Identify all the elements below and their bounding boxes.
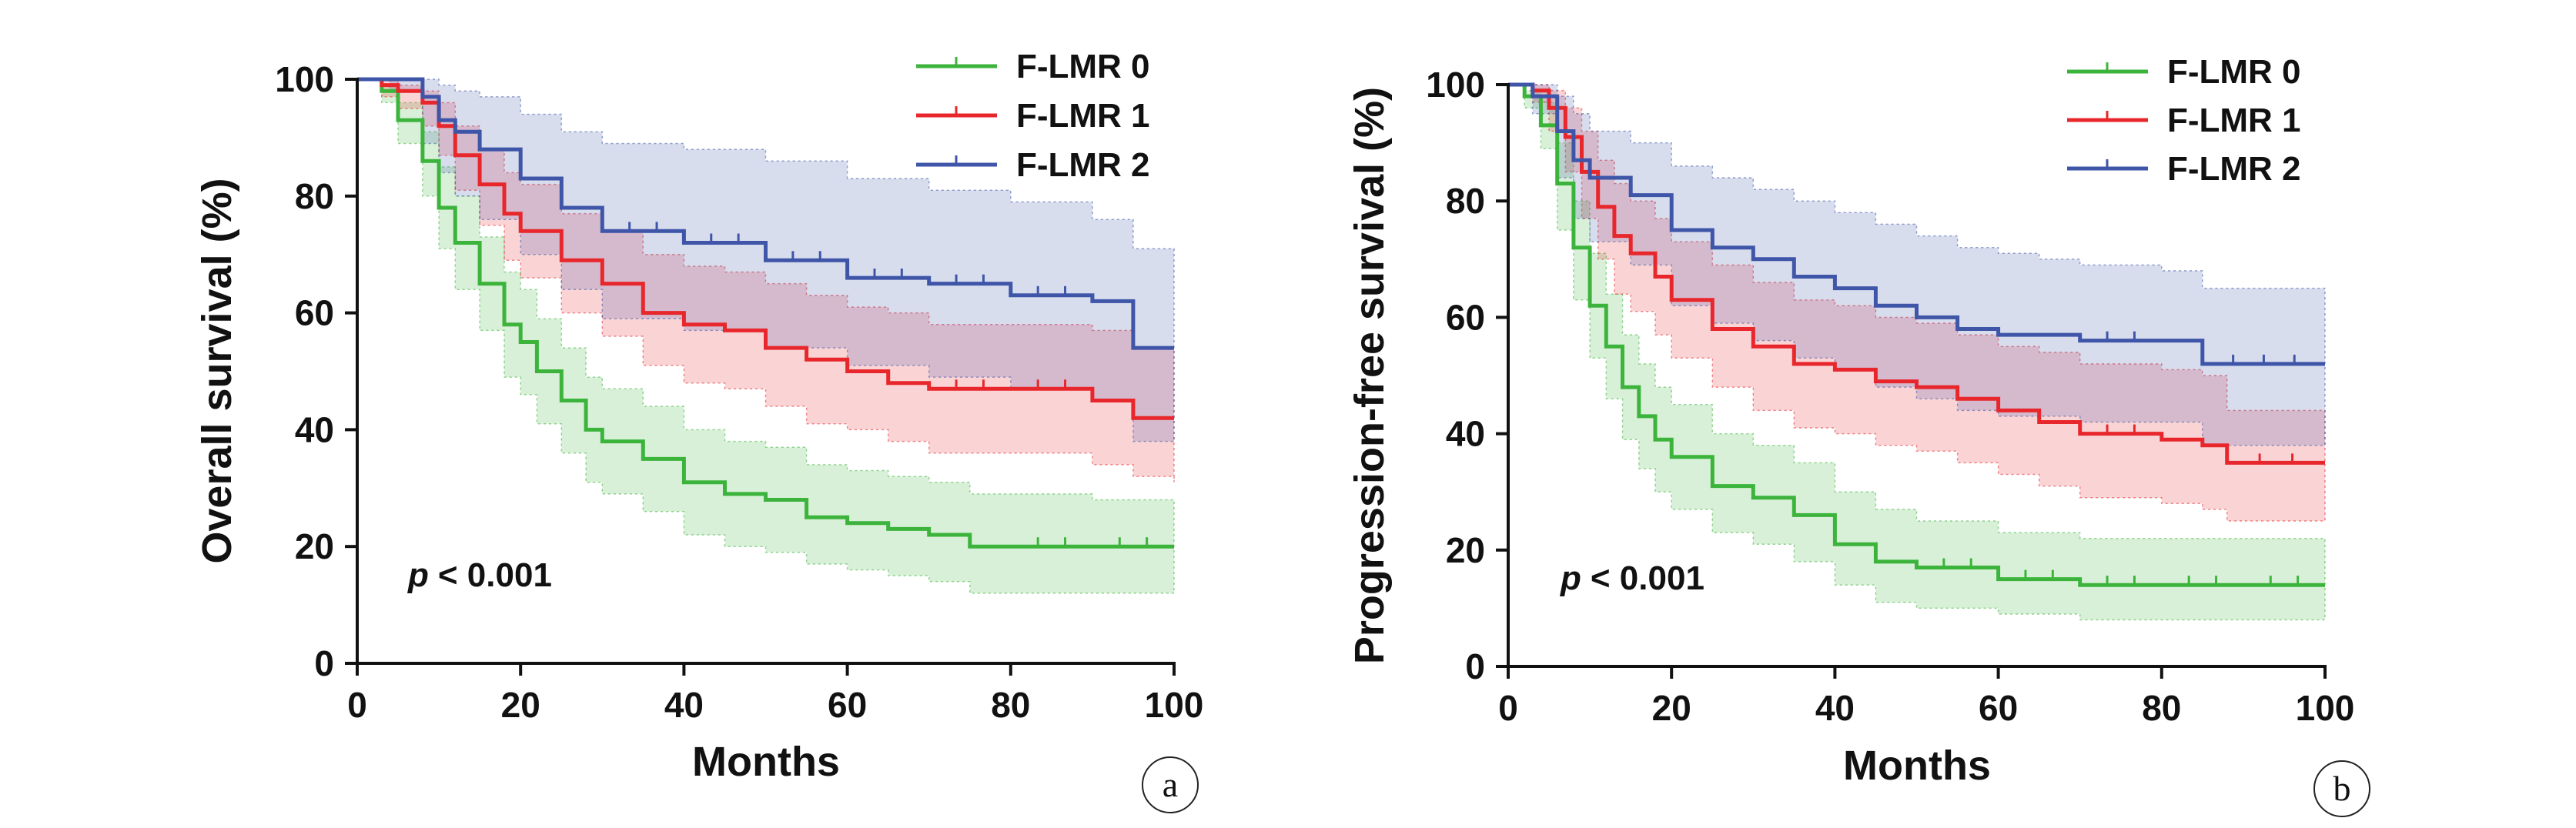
- y-tick-label: 60: [1446, 297, 1485, 337]
- tick-labels: 0 20 40 60 80 100 0 20 40 60 80 100: [1426, 65, 2354, 728]
- x-tick-label: 100: [1145, 685, 1204, 725]
- y-tick-label: 0: [314, 643, 334, 683]
- p-value-annotation: p < 0.001: [1560, 559, 1705, 597]
- survival-curves: [357, 77, 1174, 549]
- legend-item-f-lmr-1: F-LMR 1: [2067, 102, 2301, 139]
- legend-label: F-LMR 0: [1016, 48, 1150, 85]
- legend-label: F-LMR 1: [1016, 97, 1150, 135]
- y-tick-label: 80: [295, 176, 334, 216]
- x-tick-label: 60: [1979, 688, 2018, 728]
- legend-item-f-lmr-0: F-LMR 0: [916, 48, 1150, 85]
- y-axis-title: Overall survival (%): [194, 178, 240, 563]
- panel-label: b: [2333, 769, 2351, 808]
- x-tick-label: 20: [1652, 688, 1691, 728]
- legend-label: F-LMR 2: [1016, 146, 1150, 184]
- panel-label: a: [1163, 765, 1178, 804]
- tick-labels: 0 20 40 60 80 100 0 20 40 60 80 100: [275, 59, 1203, 725]
- x-tick-label: 40: [1815, 688, 1855, 728]
- ci-band-f-lmr-1: [1508, 84, 2326, 522]
- legend: F-LMR 0 F-LMR 1 F-LMR 2: [916, 48, 1150, 184]
- y-tick-label: 40: [1446, 414, 1485, 454]
- legend-item-f-lmr-2: F-LMR 2: [916, 146, 1150, 184]
- curve-f-lmr-1: [1508, 82, 2325, 465]
- panel-b-progression-free-survival: 0 20 40 60 80 100 0 20 40 60 80 100 Months Progress…: [1347, 53, 2370, 817]
- y-tick-label: 80: [1446, 181, 1485, 221]
- p-symbol: p: [1560, 559, 1581, 597]
- x-tick-label: 0: [1498, 688, 1518, 728]
- curve-f-lmr-0: [1508, 82, 2325, 587]
- panel-label-circle: [2313, 760, 2370, 817]
- legend-label: F-LMR 2: [2167, 150, 2301, 188]
- y-tick-label: 60: [295, 293, 334, 333]
- legend-item-f-lmr-0: F-LMR 0: [2067, 53, 2301, 91]
- y-tick-label: 20: [295, 526, 334, 566]
- curve-f-lmr-0: [357, 77, 1174, 549]
- x-tick-label: 60: [828, 685, 867, 725]
- p-value-annotation: p < 0.001: [407, 556, 552, 594]
- x-tick-label: 20: [501, 685, 540, 725]
- ci-band-f-lmr-2: [1508, 84, 2326, 446]
- panel-a-overall-survival: 0 20 40 60 80 100 0 20 40 60 80 100 Months Overall …: [194, 48, 1203, 813]
- y-tick-label: 100: [275, 59, 334, 99]
- x-tick-label: 40: [664, 685, 704, 725]
- y-axis-title: Progression-free survival (%): [1347, 87, 1393, 664]
- axes: [1496, 83, 2327, 679]
- x-tick-label: 80: [2142, 688, 2181, 728]
- curve-f-lmr-2: [357, 77, 1174, 350]
- x-axis-title: Months: [692, 739, 840, 785]
- survival-curves: [1508, 82, 2325, 587]
- p-symbol: p: [407, 556, 429, 594]
- legend-label: F-LMR 1: [2167, 102, 2301, 139]
- x-tick-label: 100: [2296, 688, 2355, 728]
- y-tick-label: 0: [1465, 646, 1485, 686]
- panel-label-circle: [1142, 756, 1199, 813]
- legend: F-LMR 0 F-LMR 1 F-LMR 2: [2067, 53, 2301, 188]
- legend-label: F-LMR 0: [2167, 53, 2301, 91]
- y-tick-label: 100: [1426, 65, 1485, 105]
- p-text: < 0.001: [438, 556, 552, 594]
- x-tick-label: 0: [347, 685, 367, 725]
- y-tick-label: 40: [295, 409, 334, 449]
- legend-item-f-lmr-2: F-LMR 2: [2067, 150, 2301, 188]
- curve-f-lmr-2: [1508, 82, 2325, 366]
- x-axis-title: Months: [1843, 743, 1991, 789]
- y-tick-label: 20: [1446, 530, 1485, 570]
- x-tick-label: 80: [991, 685, 1030, 725]
- legend-item-f-lmr-1: F-LMR 1: [916, 97, 1150, 135]
- p-text: < 0.001: [1591, 559, 1705, 597]
- axes: [345, 78, 1176, 676]
